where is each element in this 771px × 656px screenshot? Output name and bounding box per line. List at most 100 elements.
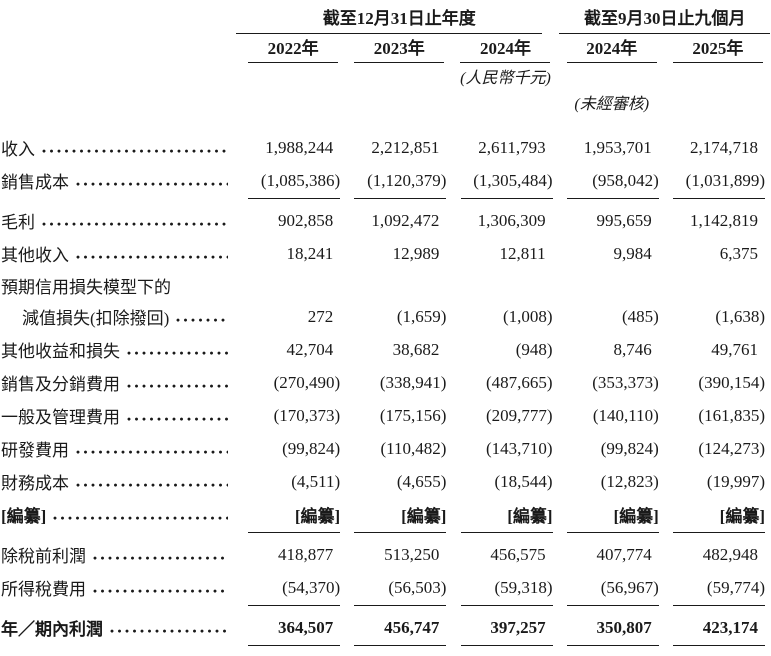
cell-value: 1,306,309: [477, 210, 546, 230]
row-label: 年／期內利潤: [0, 615, 240, 640]
rule-line: [354, 532, 447, 533]
year-column-2022: 2022年: [240, 32, 346, 63]
cell-value: (4,655): [396, 471, 447, 491]
column-group-year-ended: 截至12月31日止年度: [236, 4, 559, 34]
cell-value: (56,503): [388, 577, 447, 597]
cell-value: 1,953,701: [583, 137, 652, 157]
rule-line: [248, 645, 341, 646]
cell-value: [編纂]: [719, 507, 765, 526]
dot-leader: [93, 589, 228, 593]
cell-value: (140,110): [592, 405, 659, 425]
year-column-2024-9m: 2024年: [559, 32, 665, 63]
cell-value: (353,373): [592, 372, 659, 392]
year-label: 2024年: [586, 39, 638, 58]
column-group-underline: [236, 33, 542, 34]
year-label: 2023年: [373, 39, 425, 58]
dot-leader: [42, 222, 228, 226]
cell-value: [編纂]: [613, 507, 659, 526]
cell-value: (59,774): [706, 577, 765, 597]
header-body-gap: [0, 115, 771, 131]
table-row-ecl-impairment-line1: 預期信用損失模型下的: [0, 270, 771, 300]
rule-line: [354, 605, 447, 606]
table-row-other-gains-losses: 其他收益和損失 42,704 38,682 (948) 8,746 49,761: [0, 333, 771, 366]
cell-value: (110,482): [380, 438, 447, 458]
rule-line: [566, 532, 659, 533]
row-label: 其他收益和損失: [0, 337, 240, 362]
year-label: 2022年: [267, 39, 319, 58]
year-underline: [354, 62, 445, 63]
dot-leader: [127, 351, 228, 355]
year-underline: [460, 62, 551, 63]
rule-line: [672, 645, 765, 646]
rule-row: [0, 531, 771, 538]
cell-value: (59,318): [494, 577, 553, 597]
dot-leader: [76, 483, 228, 487]
rule-line: [566, 645, 659, 646]
rule-line: [460, 198, 553, 199]
cell-value: 995,659: [596, 210, 652, 230]
row-label: 收入: [0, 135, 240, 160]
cell-value: [編纂]: [507, 507, 553, 526]
rule-line: [354, 198, 447, 199]
rule-line: [354, 645, 447, 646]
dot-leader: [110, 629, 228, 633]
column-group-nine-months: 截至9月30日止九個月: [558, 4, 771, 34]
table-row-selling-distribution-expenses: 銷售及分銷費用 (270,490) (338,941) (487,665) (3…: [0, 366, 771, 399]
row-label: 預期信用損失模型下的: [1, 277, 171, 297]
cell-value: (1,085,386): [260, 170, 341, 190]
cell-value: (270,490): [273, 372, 341, 392]
rule-row: [0, 604, 771, 611]
rule-line: [248, 532, 341, 533]
currency-note: (人民幣千元): [460, 70, 551, 87]
rule-line: [566, 198, 659, 199]
row-label: 除稅前利潤: [0, 542, 240, 567]
cell-value: (161,835): [698, 405, 765, 425]
cell-value: (143,710): [486, 438, 553, 458]
cell-value: 38,682: [392, 339, 440, 359]
cell-value: (54,370): [282, 577, 341, 597]
cell-value: [編纂]: [294, 507, 341, 526]
cell-value: (1,120,379): [367, 170, 447, 190]
rule-line: [672, 605, 765, 606]
cell-value: 12,811: [499, 243, 546, 263]
dot-leader: [127, 417, 228, 421]
rule-line: [460, 645, 553, 646]
cell-value: (390,154): [698, 372, 765, 392]
cell-value: (1,031,899): [685, 170, 765, 190]
cell-value: 2,611,793: [478, 137, 546, 157]
table-row-other-income: 其他收入 18,241 12,989 12,811 9,984 6,375: [0, 237, 771, 270]
row-label: 銷售及分銷費用: [0, 370, 240, 395]
column-group-title: 截至9月30日止九個月: [584, 9, 746, 28]
cell-value: 2,174,718: [689, 137, 758, 157]
row-label: 研發費用: [0, 436, 240, 461]
label-column-spacer: [0, 4, 240, 34]
row-label: 減值損失(扣除撥回): [0, 304, 240, 329]
cell-value: (124,273): [698, 438, 765, 458]
cell-value: 513,250: [384, 544, 440, 564]
table-row-cost-of-sales: 銷售成本 (1,085,386) (1,120,379) (1,305,484)…: [0, 164, 771, 197]
table-row-profit-for-period: 年／期內利潤 364,507 456,747 397,257 350,807 4…: [0, 611, 771, 644]
cell-value: 12,989: [392, 243, 440, 263]
cell-value: 482,948: [702, 544, 758, 564]
cell-value: 49,761: [711, 339, 758, 359]
cell-value: (485): [621, 306, 659, 326]
cell-value: 1,092,472: [371, 210, 440, 230]
cell-value: (170,373): [273, 405, 341, 425]
table-row-finance-costs: 財務成本 (4,511) (4,655) (18,544) (12,823) (…: [0, 465, 771, 498]
cell-value: 1,988,244: [265, 137, 334, 157]
row-label: 銷售成本: [0, 168, 240, 193]
year-column-2024: 2024年: [452, 32, 558, 63]
rule-line: [248, 198, 341, 199]
table-row-revenue: 收入 1,988,244 2,212,851 2,611,793 1,953,7…: [0, 131, 771, 164]
cell-value: (487,665): [486, 372, 553, 392]
dot-leader: [53, 516, 228, 520]
dot-leader: [42, 149, 228, 153]
cell-value: 18,241: [286, 243, 334, 263]
cell-value: 423,174: [702, 617, 758, 637]
year-underline: [248, 62, 339, 63]
rule-line: [248, 605, 341, 606]
cell-value: (19,997): [706, 471, 765, 491]
cell-value: 1,142,819: [689, 210, 758, 230]
cell-value: 9,984: [613, 243, 652, 263]
rule-line: [460, 605, 553, 606]
